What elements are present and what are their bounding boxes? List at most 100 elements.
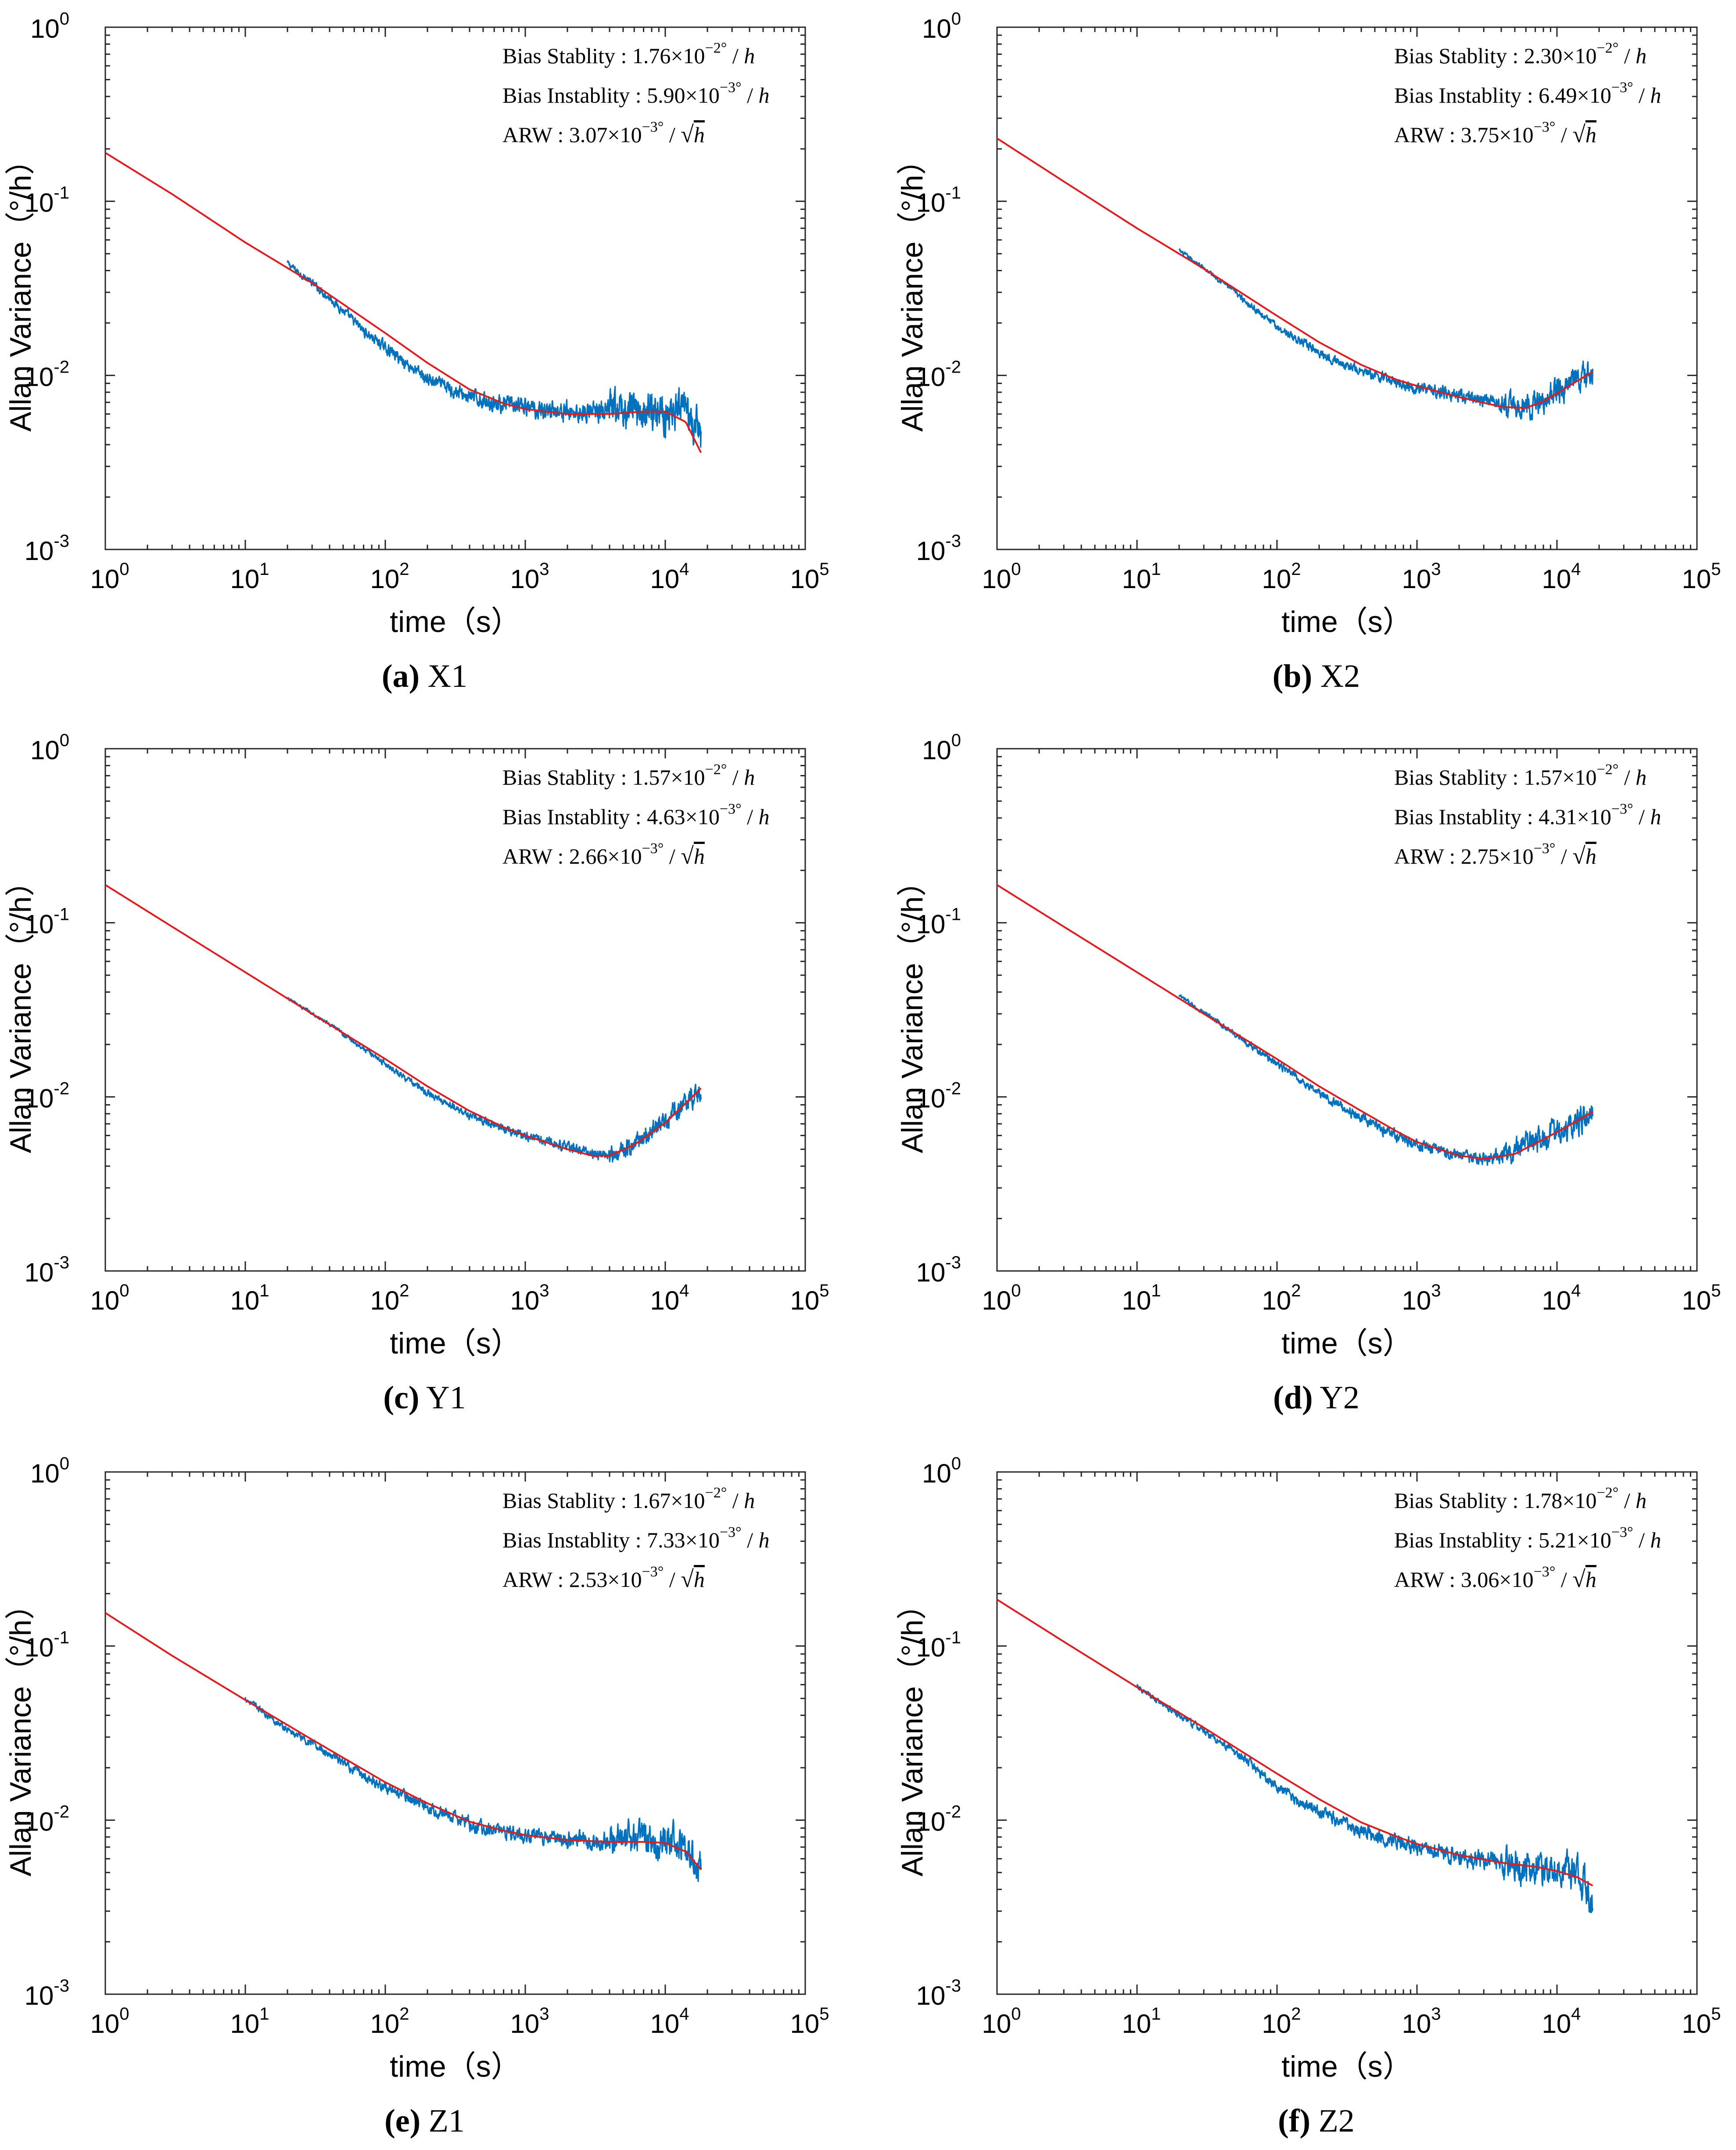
axis-ticks	[104, 1471, 806, 1995]
annotation-bias-instability: Bias Instablity : 4.63×10−3° / h	[502, 801, 770, 829]
series-line-fit	[997, 137, 1593, 409]
series-layer	[997, 884, 1593, 1166]
plot-area-frame	[104, 748, 806, 1272]
series-line-measured	[287, 997, 702, 1163]
y-axis-label: Allan Variance（°/h）	[4, 145, 37, 431]
axis-ticks	[104, 748, 806, 1272]
y-tick-label: 10-3	[916, 1976, 961, 2010]
x-tick-label: 102	[1262, 2004, 1301, 2039]
series-line-fit	[105, 884, 702, 1157]
plot-area-frame	[996, 26, 1698, 550]
x-tick-label: 101	[230, 560, 269, 594]
x-tick-label: 105	[790, 2004, 829, 2039]
y-tick-label: 100	[922, 731, 961, 765]
x-tick-label: 100	[90, 560, 129, 594]
annotation-arw: ARW : 3.06×10−3° / √h	[1394, 1564, 1596, 1592]
x-tick-label: 100	[90, 2004, 129, 2039]
x-tick-label: 101	[230, 2004, 269, 2039]
x-tick-label: 105	[1682, 1281, 1721, 1315]
chart-panel-b: 100 101 102 103 104 105 10-3 10-2 10-1 100 time（s）…	[896, 9, 1721, 694]
panel-caption: (b) X2	[1273, 658, 1360, 694]
series-layer	[997, 1598, 1593, 1913]
x-tick-label: 100	[982, 560, 1021, 594]
series-layer	[997, 137, 1593, 421]
x-axis-label: time（s）	[1281, 605, 1412, 639]
axis-ticks	[996, 748, 1698, 1272]
x-tick-label: 103	[510, 560, 549, 594]
annotation-bias-instability: Bias Instablity : 5.21×10−3° / h	[1394, 1524, 1661, 1552]
y-tick-label: 10-3	[25, 1253, 69, 1287]
series-layer	[105, 152, 702, 453]
y-axis-label: Allan Variance（°/h）	[896, 145, 929, 431]
chart-panel-f: 100 101 102 103 104 105 10-3 10-2 10-1 100 time（s）…	[896, 1454, 1721, 2139]
y-tick-label: 100	[922, 1454, 961, 1488]
series-layer	[105, 1612, 702, 1882]
y-tick-label: 10-3	[916, 1253, 961, 1287]
x-tick-label: 102	[370, 560, 409, 594]
series-line-measured	[1178, 994, 1593, 1166]
x-axis-label: time（s）	[1281, 1327, 1412, 1360]
x-tick-label: 105	[1682, 560, 1721, 594]
series-line-fit	[997, 1598, 1593, 1887]
annotation-bias-stability: Bias Stablity : 1.78×10−2° / h	[1394, 1485, 1646, 1513]
x-tick-label: 103	[1402, 560, 1441, 594]
annotation-bias-stability: Bias Stablity : 1.76×10−2° / h	[502, 40, 755, 68]
annotation-arw: ARW : 2.66×10−3° / √h	[502, 840, 705, 869]
x-tick-label: 102	[370, 1281, 409, 1315]
y-tick-label: 10-2	[916, 1079, 961, 1113]
x-tick-label: 104	[650, 1281, 689, 1315]
x-tick-label: 103	[1402, 2004, 1441, 2039]
y-tick-label: 10-1	[25, 905, 69, 939]
y-axis-label: Allan Variance（°/h）	[4, 866, 37, 1153]
panel-caption: (e) Z1	[384, 2103, 465, 2139]
series-line-fit	[997, 884, 1593, 1160]
series-line-measured	[1136, 1684, 1593, 1913]
x-axis-label: time（s）	[390, 605, 520, 639]
y-tick-label: 100	[30, 731, 69, 765]
annotation-bias-instability: Bias Instablity : 6.49×10−3° / h	[1394, 79, 1661, 108]
x-tick-label: 105	[790, 560, 829, 594]
x-tick-label: 100	[90, 1281, 129, 1315]
x-tick-label: 101	[1122, 2004, 1161, 2039]
x-tick-label: 104	[1542, 560, 1581, 594]
x-tick-label: 103	[510, 2004, 549, 2039]
panel-caption: (f) Z2	[1278, 2103, 1355, 2139]
annotation-bias-instability: Bias Instablity : 5.90×10−3° / h	[502, 79, 770, 108]
plot-area-frame	[104, 26, 806, 550]
annotation-bias-stability: Bias Stablity : 1.57×10−2° / h	[502, 761, 755, 790]
x-tick-label: 101	[1122, 560, 1161, 594]
y-tick-label: 100	[922, 9, 961, 43]
x-tick-label: 103	[1402, 1281, 1441, 1315]
y-tick-label: 10-3	[25, 1976, 69, 2010]
chart-panel-a: 100 101 102 103 104 105 10-3 10-2 10-1 100 time（s）…	[4, 9, 829, 694]
panel-caption: (c) Y1	[383, 1380, 466, 1416]
x-tick-label: 103	[510, 1281, 549, 1315]
plot-area-frame	[996, 748, 1698, 1272]
y-axis-label: Allan Variance（°/h）	[896, 866, 929, 1153]
y-tick-label: 10-1	[25, 183, 69, 218]
series-line-measured	[287, 260, 702, 448]
y-tick-label: 10-2	[916, 357, 961, 391]
y-axis-label: Allan Variance（°/h）	[4, 1590, 37, 1876]
x-tick-label: 101	[230, 1281, 269, 1315]
annotation-bias-stability: Bias Stablity : 2.30×10−2° / h	[1394, 40, 1646, 68]
x-tick-label: 102	[370, 2004, 409, 2039]
annotation-bias-stability: Bias Stablity : 1.57×10−2° / h	[1394, 761, 1646, 790]
x-tick-label: 105	[790, 1281, 829, 1315]
annotation-arw: ARW : 2.53×10−3° / √h	[502, 1564, 705, 1592]
series-line-fit	[105, 152, 702, 453]
axis-ticks	[996, 1471, 1698, 1995]
x-axis-label: time（s）	[390, 2050, 520, 2083]
y-tick-label: 10-3	[25, 531, 69, 566]
y-tick-label: 10-1	[916, 905, 961, 939]
x-tick-label: 104	[650, 2004, 689, 2039]
chart-panel-c: 100 101 102 103 104 105 10-3 10-2 10-1 100 time（s）…	[4, 731, 829, 1416]
annotation-bias-stability: Bias Stablity : 1.67×10−2° / h	[502, 1485, 755, 1513]
annotation-arw: ARW : 3.75×10−3° / √h	[1394, 119, 1596, 147]
y-tick-label: 100	[30, 9, 69, 43]
panel-caption: (a) X1	[382, 658, 467, 694]
x-tick-label: 105	[1682, 2004, 1721, 2039]
y-tick-label: 10-2	[25, 357, 69, 391]
x-tick-label: 100	[982, 2004, 1021, 2039]
